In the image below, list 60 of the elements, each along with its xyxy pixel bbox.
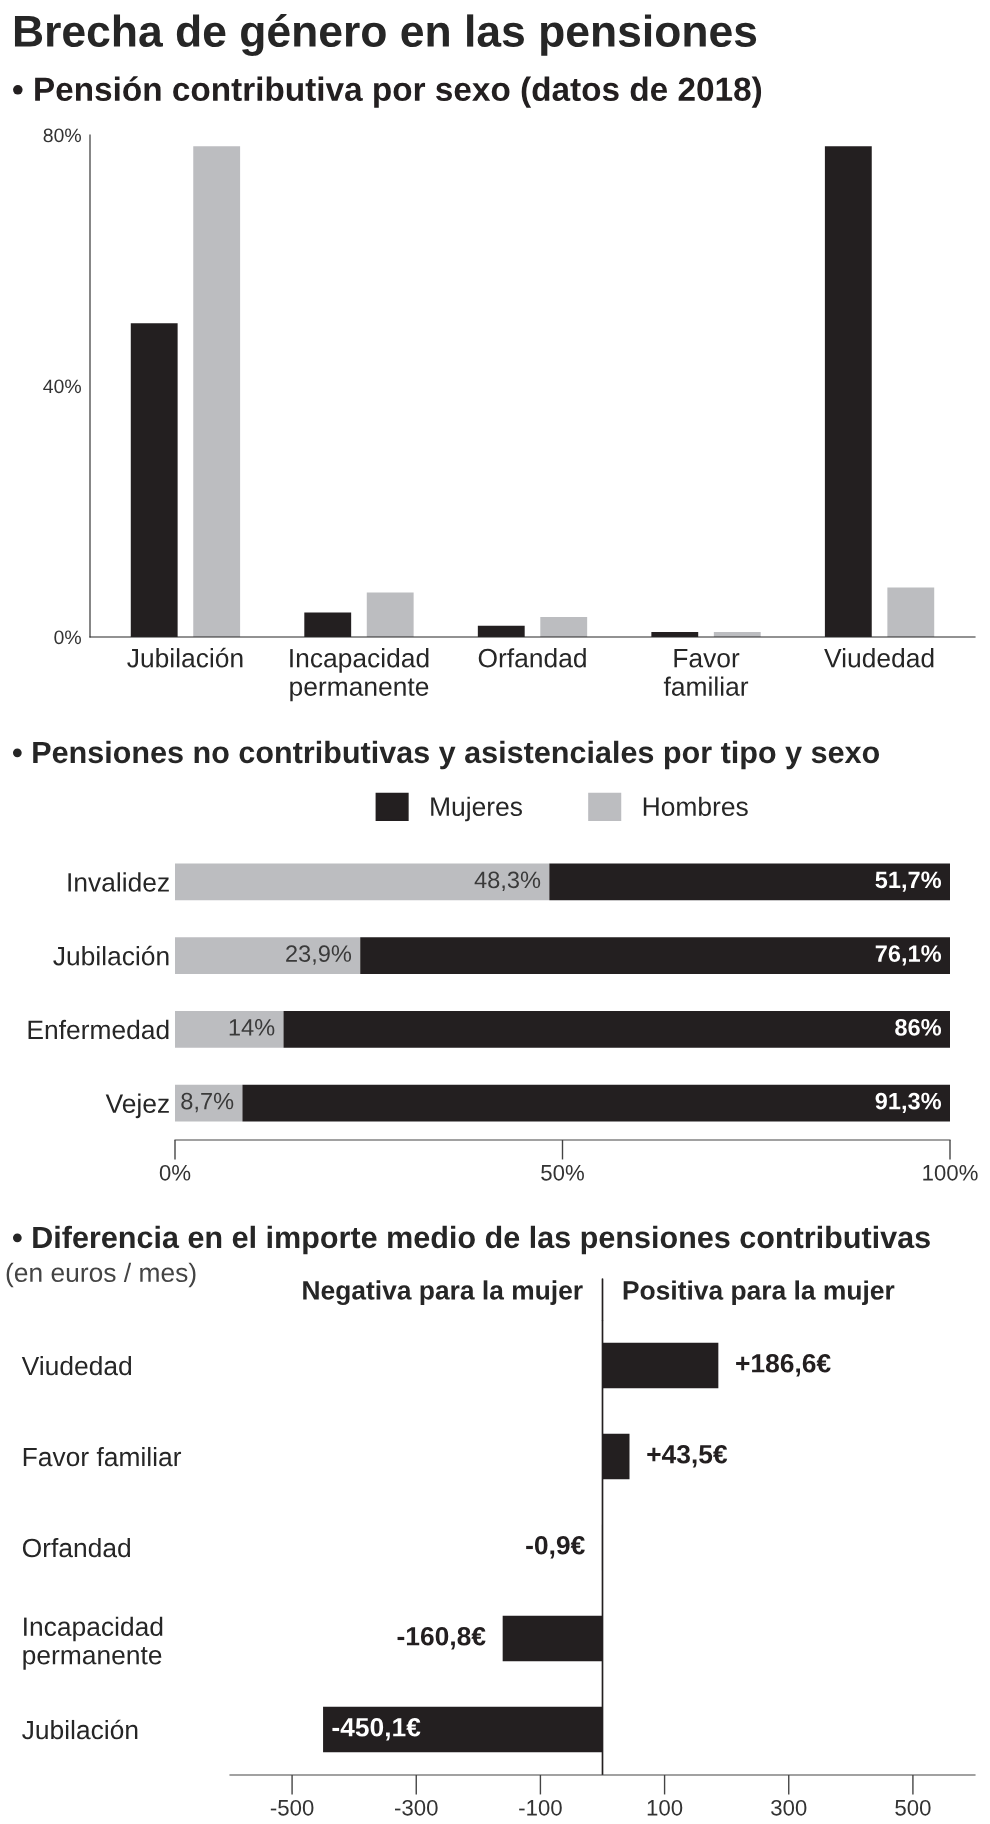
bar: [360, 937, 950, 975]
data-label: -160,8€: [397, 1626, 486, 1650]
x-tick-label: Jubilación: [127, 647, 243, 668]
y-tick-label: Viudedad: [21, 1355, 132, 1376]
x-tick-label: -500: [270, 1799, 314, 1816]
bar: [366, 592, 414, 637]
data-label: 91,3%: [875, 1092, 942, 1113]
y-tick-label: Jubilación: [22, 1719, 138, 1740]
x-tick-label: 500: [895, 1799, 931, 1816]
bar: [887, 587, 935, 637]
bar: [283, 1010, 950, 1048]
chart-subtitle: (en euros / mes): [6, 1262, 196, 1288]
text: Negativa para la mujer: [303, 1280, 583, 1306]
bar: [193, 146, 241, 637]
x-tick-label: Viudedad: [824, 648, 934, 668]
chart-title: • Diferencia en el importe medio de las pensiones contributivas: [12, 1225, 930, 1255]
data-label: 51,7%: [875, 871, 942, 892]
x-tick-label: 50%: [541, 1164, 584, 1181]
data-label: 76,1%: [875, 945, 942, 966]
x-tick-label: 300: [771, 1799, 807, 1816]
y-tick-label: Favor familiar: [23, 1446, 182, 1467]
x-tick-label: -300: [395, 1799, 438, 1816]
y-tick-label: Orfandad: [22, 1537, 130, 1558]
data-label: 86%: [895, 1018, 942, 1036]
y-tick-label: 0%: [54, 630, 81, 645]
bar: [175, 937, 361, 975]
x-tick-label: Incapacidad permanente: [290, 648, 429, 702]
y-tick-label: 40%: [43, 379, 81, 394]
chart-subtitle: • Pensión contributiva por sexo (datos de 2018): [13, 76, 762, 108]
data-label: -450,1€: [332, 1717, 421, 1741]
data-label: 48,3%: [474, 871, 541, 891]
data-label: 8,7%: [181, 1092, 234, 1113]
data-label: -0,9€: [526, 1535, 585, 1559]
legend-label: Hombres: [643, 796, 748, 817]
legend-label: Mujeres: [431, 796, 522, 822]
text: Positiva para la mujer: [623, 1280, 895, 1305]
x-tick-label: 100: [647, 1799, 683, 1816]
data-label: 23,9%: [286, 945, 352, 965]
y-tick-label: Vejez: [105, 1093, 169, 1119]
y-tick-label: Jubilación: [53, 945, 169, 966]
data-label: +43,5€: [647, 1444, 728, 1468]
data-label: 14%: [229, 1019, 275, 1036]
bar: [175, 863, 550, 901]
bar: [175, 1010, 284, 1048]
x-tick-label: 100%: [923, 1164, 978, 1181]
y-tick-label: 80%: [43, 128, 81, 143]
y-tick-label: Incapacidad permanente: [23, 1616, 163, 1670]
data-label: +186,6€: [736, 1353, 831, 1377]
bar: [549, 863, 950, 901]
chart-title: • Pensiones no contributivas y asistenciales por tipo y sexo: [12, 740, 880, 770]
x-tick-label: Orfandad: [478, 648, 586, 668]
chart-title: Brecha de género en las pensiones: [14, 13, 757, 57]
bar: [175, 1084, 243, 1122]
x-tick-label: 0%: [159, 1164, 191, 1181]
x-tick-label: Favor familiar: [663, 649, 749, 696]
y-tick-label: Enfermedad: [28, 1019, 169, 1040]
y-tick-label: Invalidez: [68, 872, 169, 892]
x-tick-label: -100: [519, 1799, 562, 1816]
bar: [540, 616, 588, 637]
bar: [242, 1084, 950, 1122]
